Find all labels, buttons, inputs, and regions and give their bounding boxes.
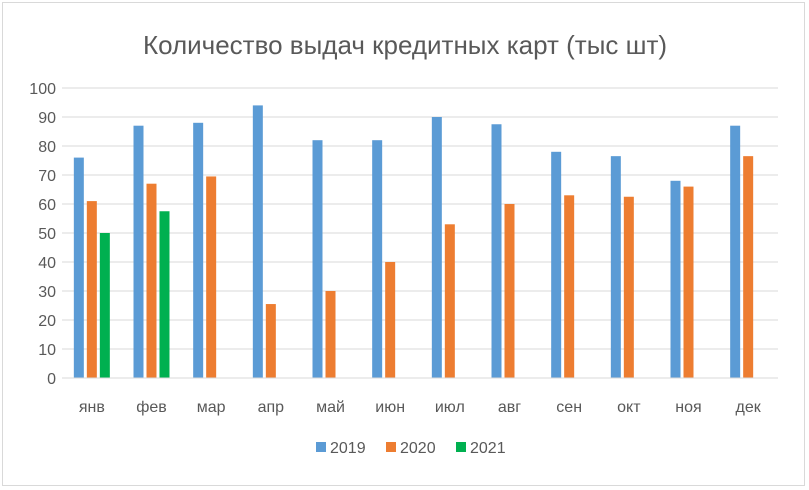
bar-2020-мар <box>206 176 217 378</box>
x-tick-label: ноя <box>675 399 701 416</box>
bar-2020-окт <box>623 196 634 378</box>
y-tick-label: 70 <box>38 168 56 185</box>
legend: 2019 2020 2021 <box>316 440 506 457</box>
legend-swatch-2021 <box>456 442 466 452</box>
legend-label: 2021 <box>470 440 506 457</box>
legend-swatch-2020 <box>386 442 396 452</box>
bar-2020-сен <box>564 195 575 378</box>
chart-title: Количество выдач кредитных карт (тыс шт) <box>143 30 667 60</box>
y-tick-label: 60 <box>38 197 56 214</box>
bar-2020-дек <box>743 156 754 378</box>
y-axis-ticks: 0 10 20 30 40 50 60 70 80 90 100 <box>29 81 56 388</box>
bar-2021-янв <box>99 233 110 378</box>
bar-2020-июн <box>385 262 396 378</box>
y-tick-label: 30 <box>38 284 56 301</box>
x-axis-ticks: янв фев мар апр май июн июл авг сен окт ноя дек <box>79 399 762 416</box>
bar-2019-апр <box>252 105 263 379</box>
y-tick-label: 80 <box>38 139 56 156</box>
legend-label: 2019 <box>330 440 366 457</box>
bar-2020-ноя <box>683 186 694 378</box>
bar-2020-июл <box>444 224 455 378</box>
bar-2019-сен <box>551 151 562 378</box>
x-tick-label: май <box>316 399 345 416</box>
bar-2019-июн <box>372 140 383 378</box>
x-tick-label: дек <box>736 399 762 416</box>
bar-2020-май <box>325 291 336 378</box>
bar-2020-янв <box>86 201 97 378</box>
y-tick-label: 10 <box>38 342 56 359</box>
gridlines <box>62 87 778 350</box>
bar-2019-ноя <box>670 180 681 378</box>
bars <box>73 105 754 379</box>
x-tick-label: сен <box>556 399 582 416</box>
bar-2019-янв <box>73 157 84 378</box>
x-tick-label: июл <box>435 399 465 416</box>
bar-2019-июл <box>431 117 442 378</box>
legend-swatch-2019 <box>316 442 326 452</box>
y-tick-label: 20 <box>38 313 56 330</box>
bar-2021-фев <box>159 211 170 378</box>
x-tick-label: мар <box>197 399 226 416</box>
legend-label: 2020 <box>400 440 436 457</box>
bar-2020-авг <box>504 204 515 378</box>
bar-2019-окт <box>610 156 621 378</box>
x-tick-label: окт <box>617 399 641 416</box>
bar-2019-май <box>312 140 323 378</box>
y-tick-label: 90 <box>38 110 56 127</box>
x-tick-label: авг <box>498 399 521 416</box>
bar-2019-фев <box>133 125 144 378</box>
x-tick-label: фев <box>136 399 167 416</box>
bar-2019-авг <box>491 124 502 378</box>
x-tick-label: июн <box>375 399 405 416</box>
bar-2020-апр <box>265 304 276 378</box>
y-tick-label: 100 <box>29 81 56 98</box>
y-tick-label: 50 <box>38 226 56 243</box>
y-tick-label: 0 <box>47 371 56 388</box>
x-tick-label: янв <box>79 399 105 416</box>
y-tick-label: 40 <box>38 255 56 272</box>
bar-2020-фев <box>146 183 157 378</box>
x-tick-label: апр <box>258 399 285 416</box>
bar-2019-дек <box>730 125 741 378</box>
bar-2019-мар <box>193 122 204 378</box>
